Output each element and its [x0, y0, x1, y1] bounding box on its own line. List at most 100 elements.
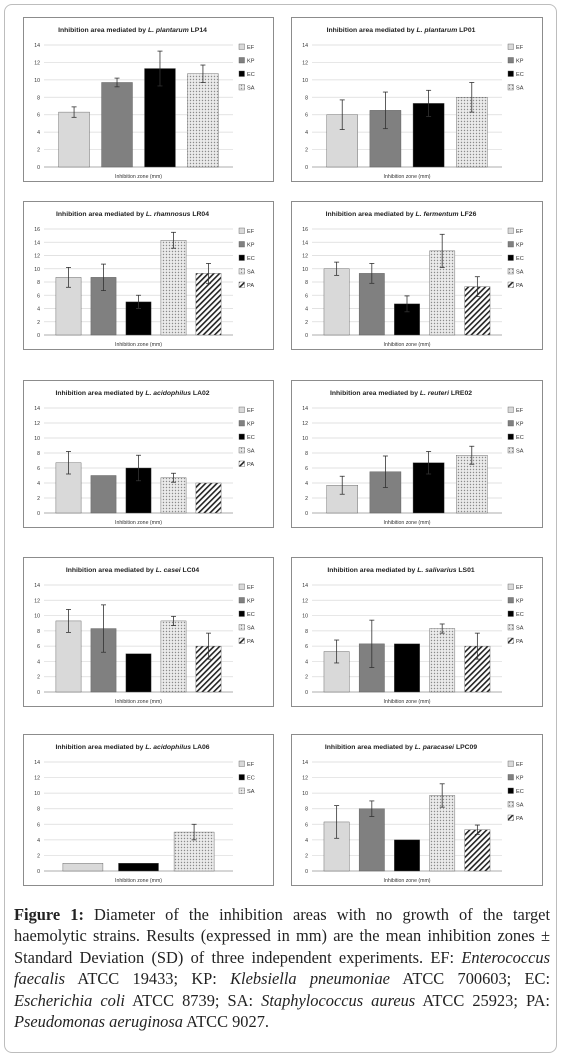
y-tick-label: 0: [37, 333, 40, 339]
bar-sa: [429, 628, 456, 693]
y-tick-label: 12: [302, 598, 308, 604]
chart-title: Inhibition area mediated by L. paracasei…: [325, 744, 477, 751]
y-tick-label: 12: [302, 60, 308, 66]
legend-label: EC: [516, 72, 524, 78]
y-tick-label: 10: [34, 791, 40, 797]
y-tick-label: 6: [305, 822, 308, 828]
x-axis-label: Inhibition zone (mm): [384, 342, 431, 348]
abbrev-sa: SA: Staphylococcus aureus ATCC 25923;: [228, 991, 526, 1010]
abbrev-species: Staphylococcus aureus: [261, 990, 416, 1010]
bar-sa: [160, 240, 187, 336]
y-tick-label: 12: [34, 60, 40, 66]
legend-label: KP: [516, 59, 524, 65]
legend-swatch-kp: [238, 597, 245, 604]
legend-label: SA: [247, 86, 255, 92]
y-tick-label: 2: [37, 496, 40, 502]
legend-swatch-kp: [507, 420, 514, 427]
bar-sa: [160, 620, 187, 693]
legend-label: EF: [247, 762, 255, 768]
y-tick-label: 10: [302, 267, 308, 273]
legend-label: EF: [247, 585, 255, 591]
chart-svg: Inhibition area mediated by L. acidophil…: [34, 744, 255, 884]
legend-label: KP: [247, 243, 255, 249]
bar-sa: [429, 795, 456, 872]
chart-title: Inhibition area mediated by L. plantarum…: [58, 27, 207, 34]
y-tick-label: 8: [305, 280, 308, 286]
bar-ec: [394, 643, 420, 693]
y-tick-label: 14: [34, 406, 40, 412]
y-tick-label: 14: [34, 760, 40, 766]
y-tick-label: 8: [305, 95, 308, 101]
legend-label: EC: [247, 72, 255, 78]
y-tick-label: 10: [34, 267, 40, 273]
x-axis-label: Inhibition zone (mm): [115, 699, 162, 705]
legend-swatch-pa: [507, 814, 514, 821]
abbrev-ec: EC: Escherichia coli ATCC 8739;: [14, 969, 550, 1009]
x-axis-label: Inhibition zone (mm): [384, 699, 431, 705]
y-tick-label: 6: [37, 466, 40, 472]
legend-label: PA: [516, 816, 523, 822]
abbrev-code: KP:: [191, 969, 217, 989]
legend-swatch-ef: [238, 406, 245, 413]
y-tick-label: 6: [305, 113, 308, 119]
figure-caption: Figure 1: Diameter of the inhibition are…: [14, 904, 550, 1032]
caption-label: Figure 1:: [14, 905, 84, 924]
y-tick-label: 10: [302, 436, 308, 442]
chart-panel-lc04: Inhibition area mediated by L. casei LC0…: [23, 557, 274, 707]
y-tick-label: 16: [302, 227, 308, 233]
y-tick-label: 12: [302, 421, 308, 427]
y-tick-label: 6: [37, 644, 40, 650]
y-tick-label: 4: [305, 307, 308, 313]
legend-swatch-kp: [507, 774, 514, 781]
y-tick-label: 14: [302, 760, 308, 766]
abbrev-code: EC:: [524, 969, 551, 989]
y-tick-label: 4: [305, 838, 308, 844]
legend-label: EF: [516, 762, 524, 768]
legend-label: PA: [247, 462, 254, 468]
y-tick-label: 0: [305, 333, 308, 339]
legend-label: KP: [516, 776, 524, 782]
legend-swatch-sa: [507, 447, 514, 454]
legend-swatch-ec: [507, 787, 514, 794]
x-axis-label: Inhibition zone (mm): [115, 878, 162, 884]
legend-label: KP: [247, 422, 255, 428]
y-tick-label: 8: [305, 807, 308, 813]
y-tick-label: 12: [34, 254, 40, 260]
legend-swatch-kp: [238, 241, 245, 248]
chart-svg: Inhibition area mediated by L. plantarum…: [302, 27, 524, 180]
chart-panel-lpc09: Inhibition area mediated by L. paracasei…: [291, 734, 543, 886]
y-tick-label: 0: [305, 165, 308, 171]
abbrev-species: Escherichia coli: [14, 990, 125, 1010]
y-tick-label: 2: [305, 320, 308, 326]
abbrev-ef: EF: Enterococcus faecalis ATCC 19433;: [14, 948, 550, 988]
chart-svg: Inhibition area mediated by L. casei LC0…: [34, 567, 255, 705]
legend-swatch-kp: [238, 57, 245, 64]
y-tick-label: 6: [37, 113, 40, 119]
legend-label: SA: [247, 270, 255, 276]
x-axis-label: Inhibition zone (mm): [115, 520, 162, 526]
x-axis-label: Inhibition zone (mm): [115, 174, 162, 180]
legend-label: KP: [516, 599, 524, 605]
x-axis-label: Inhibition zone (mm): [384, 520, 431, 526]
y-tick-label: 10: [302, 791, 308, 797]
y-tick-label: 10: [34, 614, 40, 620]
abbrev-strain: ATCC 700603;: [389, 969, 525, 989]
abbrev-species: Pseudomonas aeruginosa: [14, 1012, 183, 1032]
legend-swatch-ef: [507, 760, 514, 767]
y-tick-label: 12: [34, 776, 40, 782]
legend-swatch-ef: [507, 406, 514, 413]
legend-swatch-ef: [238, 760, 245, 767]
y-tick-label: 14: [34, 583, 40, 589]
legend-label: EF: [247, 229, 255, 235]
legend-swatch-ec: [238, 70, 245, 77]
legend-swatch-kp: [238, 420, 245, 427]
y-tick-label: 14: [34, 240, 40, 246]
y-tick-label: 4: [37, 130, 40, 136]
legend-swatch-pa: [238, 460, 245, 467]
bar-kp: [358, 808, 385, 872]
legend-label: EF: [516, 45, 524, 51]
y-tick-label: 4: [37, 481, 40, 487]
abbrev-strain: ATCC 9027.: [182, 1012, 269, 1032]
legend-swatch-ec: [238, 774, 245, 781]
legend-swatch-ec: [507, 70, 514, 77]
